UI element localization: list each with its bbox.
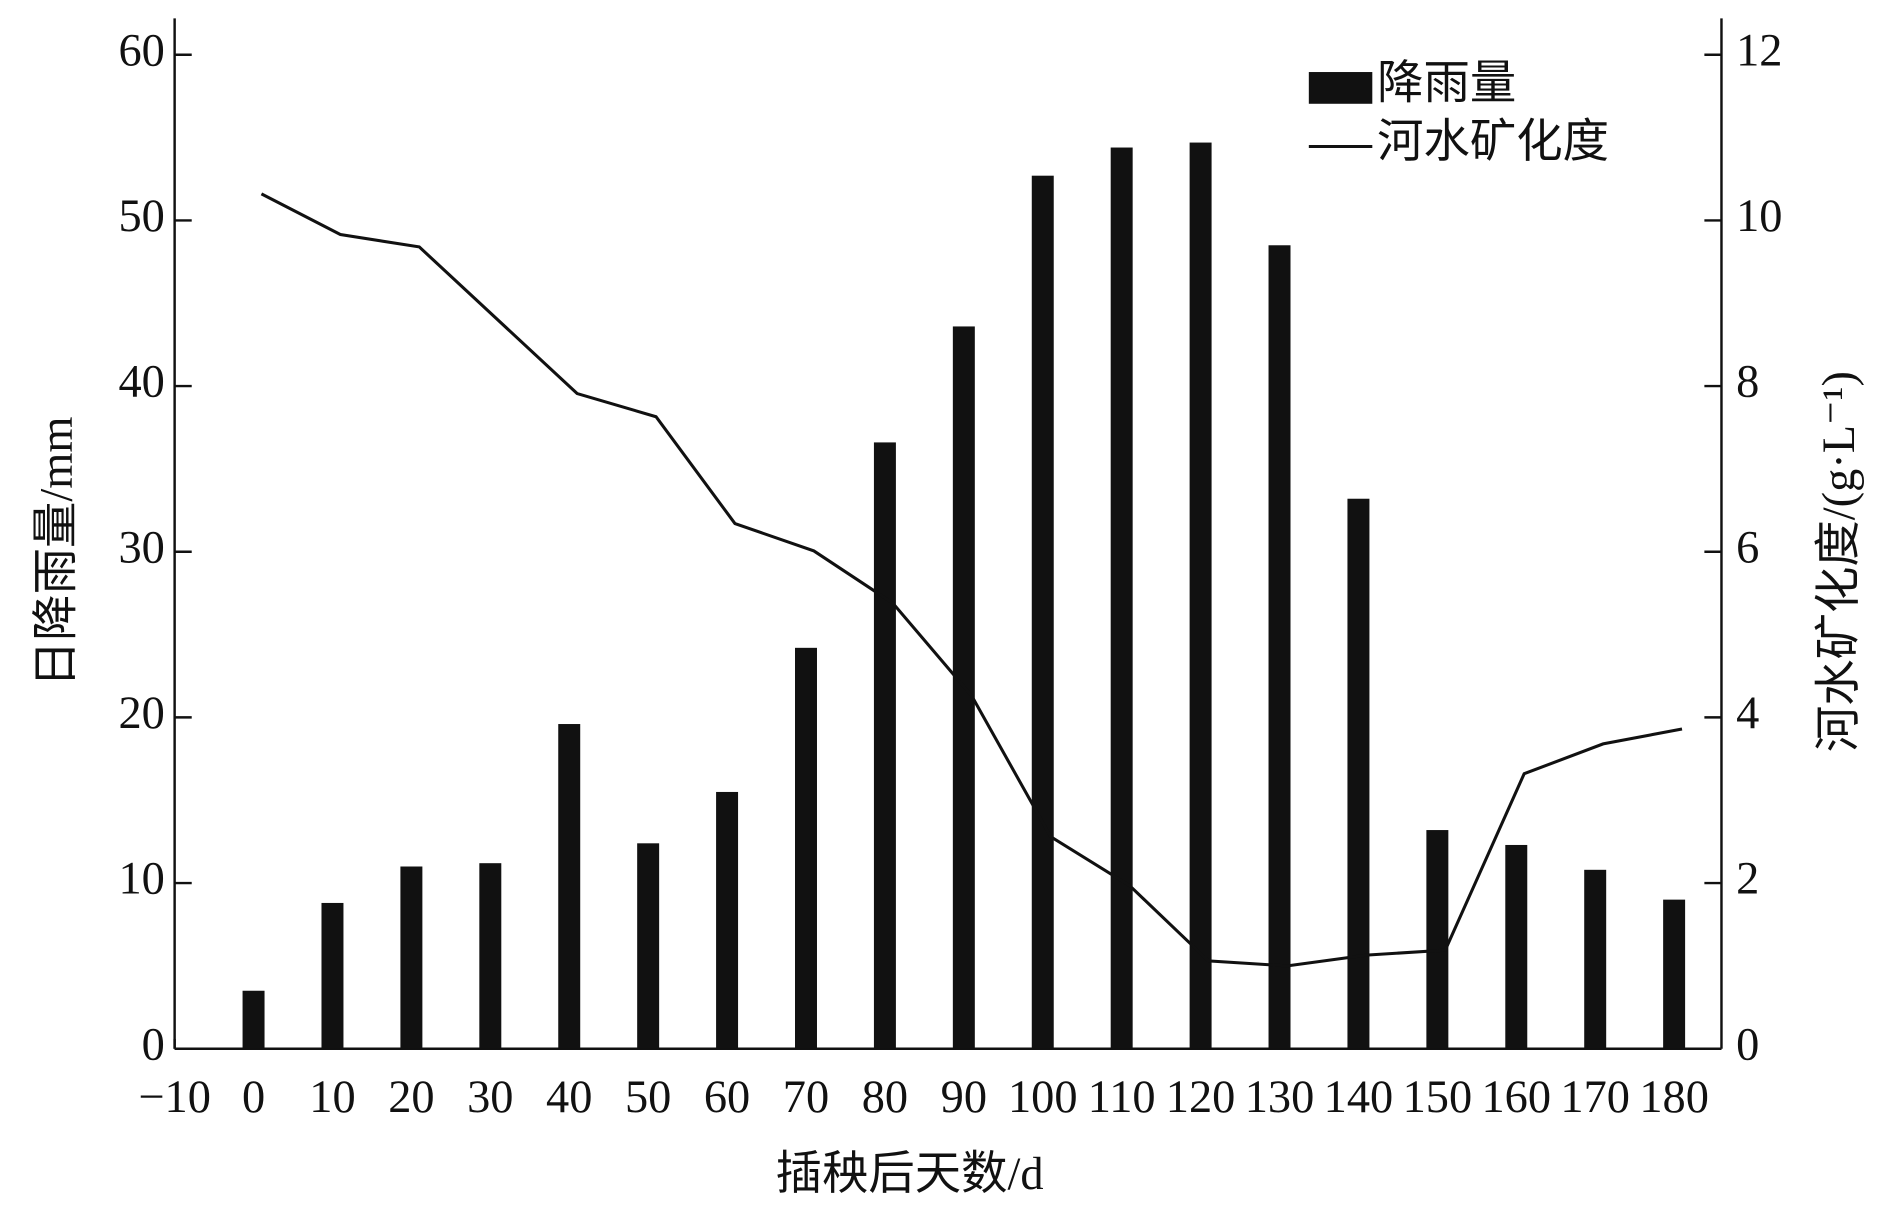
x-tick-label: 0: [242, 1072, 265, 1123]
bar: [1189, 142, 1212, 1049]
bar: [716, 791, 739, 1049]
x-tick-label: 110: [1088, 1072, 1156, 1123]
y-tick-label: 40: [118, 357, 164, 408]
bar: [558, 724, 581, 1049]
bar: [242, 990, 265, 1049]
legend-label: 河水矿化度: [1377, 117, 1609, 168]
y2-tick-label: 8: [1736, 357, 1759, 408]
y2-tick-label: 10: [1736, 191, 1782, 242]
x-tick-label: 160: [1481, 1072, 1551, 1123]
x-tick-label: 70: [783, 1072, 829, 1123]
y-tick-label: 20: [118, 688, 164, 739]
y-axis-label: 日降雨量/mm: [32, 417, 83, 688]
x-tick-label: 30: [467, 1072, 513, 1123]
x-tick-label: 60: [704, 1072, 750, 1123]
bar: [1110, 147, 1133, 1049]
y-tick-label: 10: [118, 854, 164, 905]
bar: [1268, 245, 1291, 1049]
y2-tick-label: 0: [1736, 1019, 1759, 1070]
y2-tick-label: 12: [1736, 25, 1782, 76]
line: [260, 192, 1683, 968]
bar: [795, 647, 817, 1049]
y-tick-label: 50: [118, 191, 164, 242]
y2-axis-label: 河水矿化度/(g·L⁻¹): [1814, 371, 1865, 752]
bar: [1426, 830, 1449, 1049]
x-tick-label: 50: [625, 1072, 671, 1123]
x-tick-label: 170: [1560, 1072, 1630, 1123]
y2-tick-label: 2: [1736, 854, 1759, 905]
x-tick-label: 40: [546, 1072, 592, 1123]
y-tick-label: 60: [118, 25, 164, 76]
y2-tick-label: 4: [1736, 688, 1759, 739]
x-tick-label: −10: [138, 1072, 211, 1123]
x-tick-label: 120: [1166, 1072, 1236, 1123]
bar: [873, 442, 896, 1049]
bar: [637, 843, 660, 1049]
x-tick-label: 140: [1324, 1072, 1394, 1123]
x-tick-label: 150: [1403, 1072, 1473, 1123]
bar: [479, 863, 502, 1049]
legend-label: 降雨量: [1377, 59, 1516, 110]
bar: [1584, 869, 1607, 1049]
x-tick-label: 130: [1245, 1072, 1315, 1123]
x-axis-label: 插秧后天数/d: [776, 1149, 1044, 1200]
bar: [321, 902, 344, 1049]
bar: [1663, 899, 1686, 1049]
bar: [1031, 175, 1054, 1049]
y2-tick-label: 6: [1736, 522, 1759, 573]
bar: [1505, 844, 1528, 1049]
x-tick-label: 20: [388, 1072, 434, 1123]
x-tick-label: 90: [941, 1072, 987, 1123]
legend-swatch: [1308, 72, 1373, 104]
x-tick-label: 80: [862, 1072, 908, 1123]
x-tick-label: 100: [1008, 1072, 1078, 1123]
x-tick-label: 10: [309, 1072, 355, 1123]
x-tick-label: 180: [1639, 1072, 1709, 1123]
bar: [1347, 498, 1370, 1049]
y-tick-label: 0: [142, 1019, 165, 1070]
y-tick-label: 30: [118, 522, 164, 573]
bar: [400, 866, 423, 1049]
